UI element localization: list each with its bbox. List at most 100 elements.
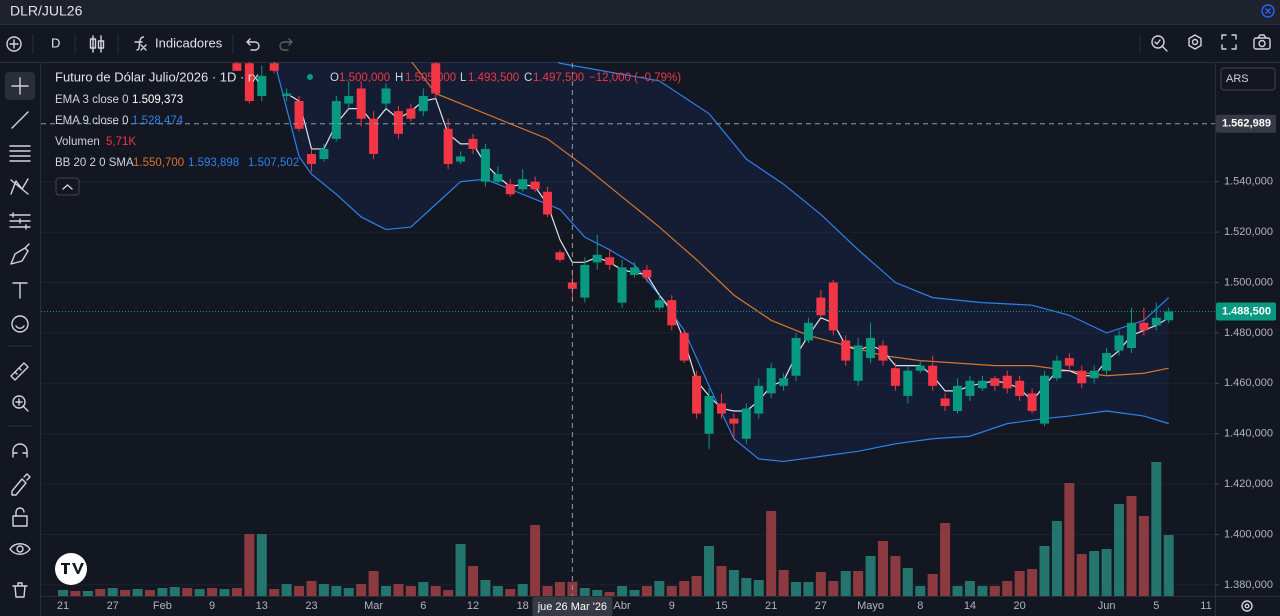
candle-body [605, 257, 615, 265]
volume-bar [505, 589, 516, 596]
candle-body [940, 398, 950, 406]
measure-tool[interactable] [10, 362, 29, 381]
volume-bar [306, 581, 317, 596]
interval-button[interactable]: D [51, 35, 60, 50]
volume-bar [803, 582, 814, 596]
volume-bar [853, 571, 864, 596]
indicator-value: 5,71K [106, 136, 136, 148]
lock-tool[interactable] [12, 507, 28, 527]
candle-body [1126, 322, 1136, 349]
indicators-label[interactable]: Indicadores [155, 35, 223, 50]
indicator-name[interactable]: EMA 9 close 0 [55, 115, 129, 127]
candle-body [754, 385, 764, 414]
candle-body [232, 63, 242, 71]
volume-bar [356, 584, 367, 596]
close-button[interactable] [1261, 4, 1275, 18]
volume-bar [604, 592, 615, 596]
ohlc-value: 1.493,500 [468, 72, 519, 84]
volume-bar [144, 590, 155, 596]
volume-bar [194, 589, 205, 596]
volume-bar [840, 571, 851, 596]
volume-bar [554, 582, 565, 596]
candle-body [866, 337, 876, 359]
chart-type-button[interactable] [89, 35, 105, 53]
candle-body [741, 408, 751, 439]
screenshot-button[interactable] [1253, 34, 1271, 50]
indicator-name[interactable]: Volumen [55, 136, 100, 148]
zoom-tool[interactable] [12, 395, 29, 412]
x-tick-label: 23 [305, 600, 317, 612]
add-symbol-button[interactable] [6, 36, 22, 52]
last-price-label: 1.488,500 [1222, 305, 1271, 317]
text-tool[interactable] [12, 282, 28, 299]
y-tick-label: 1.540,000 [1224, 176, 1273, 188]
indicators-button[interactable]: Indicadores [134, 35, 223, 51]
indicator-value: 1.593,898 [188, 157, 239, 169]
last-price-tag [1216, 302, 1276, 321]
volume-bar [207, 588, 218, 596]
currency-box[interactable] [1220, 67, 1276, 91]
crosshair-price-tag [1216, 114, 1276, 133]
volume-bar [58, 590, 68, 596]
lock-drawings[interactable] [11, 473, 31, 496]
x-tick-label: Jun [1098, 600, 1116, 612]
candle-body [1114, 335, 1124, 351]
fullscreen-button[interactable] [1221, 34, 1237, 50]
alert-button[interactable] [1151, 35, 1168, 52]
candle-body [642, 269, 652, 278]
prediction-tool[interactable] [9, 212, 31, 230]
magnet-tool[interactable] [12, 443, 28, 458]
volume-bar [977, 586, 988, 596]
indicator-name[interactable]: EMA 3 close 0 [55, 94, 129, 106]
indicator-name[interactable]: BB 20 2 0 SMA [55, 157, 134, 169]
candle-body [1102, 353, 1112, 371]
volume-bar [256, 534, 267, 596]
volume-bar [1027, 569, 1038, 596]
volume-bar [517, 584, 528, 596]
candle-body [729, 418, 739, 424]
candle-body [567, 282, 577, 289]
visibility-tool[interactable] [9, 543, 31, 555]
candle-body [1039, 375, 1049, 424]
candle-body [592, 254, 602, 263]
volume-bar [1114, 504, 1125, 596]
currency[interactable]: ARS [1226, 73, 1249, 85]
candle-body [965, 380, 975, 396]
delete-tool[interactable] [12, 582, 28, 598]
pattern-tool[interactable] [10, 178, 29, 195]
volume-bar [654, 581, 665, 596]
brush-tool[interactable] [10, 243, 30, 265]
undo-button[interactable] [246, 38, 260, 51]
icon-tool[interactable] [11, 315, 29, 333]
x-tick-label: 6 [420, 600, 426, 612]
trendline-tool[interactable] [11, 111, 29, 129]
volume-bar [579, 588, 590, 596]
x-tick-label: Mayo [857, 600, 884, 612]
redo-button[interactable] [279, 38, 293, 51]
x-tick-label: Abr [614, 600, 631, 612]
candle-body [393, 111, 403, 134]
ohlc-label: L [460, 72, 467, 84]
candle-body [953, 385, 963, 412]
window-title: DLR/JUL26 [10, 3, 83, 19]
market-status [307, 74, 313, 80]
crosshair-tool[interactable] [11, 77, 29, 95]
volume-bar [741, 578, 752, 596]
candle-body [928, 365, 938, 386]
candle-body [1002, 375, 1012, 389]
volume-bar [182, 588, 193, 596]
y-tick-label: 1.380,000 [1224, 579, 1273, 591]
axis-settings-button[interactable] [1241, 600, 1253, 612]
fib-tool[interactable] [9, 145, 31, 162]
volume-bar [281, 584, 292, 596]
x-tick-label: 12 [467, 600, 479, 612]
volume-bar [815, 572, 826, 596]
collapse-legend-button[interactable] [55, 177, 80, 196]
volume-bar [679, 581, 690, 596]
volume-bar [530, 525, 541, 596]
candle-body [480, 148, 490, 182]
volume-bar [95, 589, 106, 596]
volume-bar [666, 586, 677, 596]
settings-button[interactable] [1188, 34, 1202, 50]
